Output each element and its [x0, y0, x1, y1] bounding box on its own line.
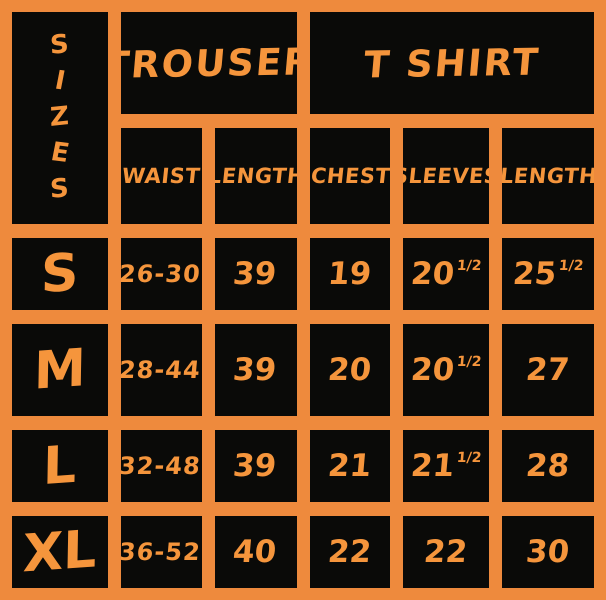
row-header-s: S: [12, 238, 108, 310]
cell-s-waist: 26-30: [120, 238, 202, 310]
cell-value: 32-48: [120, 452, 202, 480]
cell-xl-sleeves: 22: [403, 516, 490, 588]
column-header-chest: CHEST: [310, 128, 391, 224]
cell-value: 39: [231, 256, 280, 292]
fraction-superscript: [279, 536, 280, 552]
cell-l-waist: 32-48: [120, 430, 202, 502]
column-header-waist: WAIST: [120, 128, 202, 224]
sizes-corner-cell: S I Z E S: [12, 12, 108, 224]
cell-s-trouser-length: 39: [214, 238, 298, 310]
size-label: L: [42, 434, 78, 498]
cell-l-tshirt-length: 28: [502, 430, 594, 502]
sizes-letter: Z: [49, 101, 70, 133]
cell-s-tshirt-length: 251/2: [502, 238, 594, 310]
fraction-superscript: 1/2: [558, 258, 585, 274]
fraction-superscript: [279, 258, 280, 274]
fraction-superscript: 1/2: [456, 354, 483, 370]
row-header-l: L: [12, 430, 108, 502]
fraction-superscript: [279, 450, 280, 466]
fraction-superscript: 1/2: [456, 450, 483, 466]
cell-value: 22: [422, 534, 470, 570]
column-header-label: WAIST: [120, 164, 202, 188]
cell-value: 21: [326, 448, 374, 484]
fraction-superscript: [373, 354, 374, 370]
row-header-xl: XL: [12, 516, 108, 588]
cell-value: 22: [326, 534, 374, 570]
trouser-group-header: TROUSER: [120, 12, 298, 114]
cell-value: 20: [326, 352, 374, 388]
column-header-label: LENGTH: [502, 164, 594, 188]
cell-value: 39: [231, 448, 280, 484]
tshirt-group-label: T SHIRT: [362, 39, 543, 87]
cell-m-waist: 28-44: [120, 324, 202, 416]
tshirt-group-header: T SHIRT: [310, 12, 594, 114]
cell-value: 251/2: [511, 256, 585, 292]
cell-m-chest: 20: [310, 324, 391, 416]
fraction-superscript: [571, 450, 572, 466]
row-header-m: M: [12, 324, 108, 416]
sizes-letter: S: [49, 172, 70, 205]
cell-m-trouser-length: 39: [214, 324, 298, 416]
column-header-label: LENGTH: [214, 164, 298, 188]
cell-m-sleeves: 201/2: [403, 324, 490, 416]
cell-xl-trouser-length: 40: [214, 516, 298, 588]
fraction-superscript: [373, 536, 374, 552]
cell-value: 39: [231, 352, 280, 388]
cell-value: 26-30: [120, 260, 202, 288]
sizes-letter: E: [48, 136, 72, 169]
cell-value: 40: [231, 534, 280, 570]
cell-value: 30: [523, 534, 572, 570]
column-header-trouser-length: LENGTH: [214, 128, 298, 224]
cell-value: 211/2: [409, 448, 483, 484]
column-header-sleeves: SLEEVES: [403, 128, 490, 224]
size-label: M: [33, 338, 87, 402]
cell-xl-chest: 22: [310, 516, 391, 588]
cell-value: 28-44: [120, 356, 202, 384]
cell-value: 201/2: [409, 256, 483, 292]
sizes-letter: I: [52, 65, 68, 97]
column-header-label: SLEEVES: [403, 164, 490, 188]
cell-value: 36-52: [120, 538, 202, 566]
trouser-group-label: TROUSER: [120, 39, 298, 87]
cell-xl-waist: 36-52: [120, 516, 202, 588]
size-label: S: [40, 242, 80, 306]
cell-s-chest: 19: [310, 238, 391, 310]
cell-value: 201/2: [409, 352, 483, 388]
fraction-superscript: [571, 536, 572, 552]
column-header-label: CHEST: [310, 164, 391, 188]
cell-value: 19: [326, 256, 374, 292]
fraction-superscript: [373, 258, 374, 274]
column-header-tshirt-length: LENGTH: [502, 128, 594, 224]
fraction-superscript: [373, 450, 374, 466]
cell-xl-tshirt-length: 30: [502, 516, 594, 588]
cell-value: 28: [523, 448, 572, 484]
cell-l-trouser-length: 39: [214, 430, 298, 502]
cell-value: 27: [523, 352, 572, 388]
cell-l-sleeves: 211/2: [403, 430, 490, 502]
size-label: XL: [22, 519, 98, 585]
fraction-superscript: [571, 354, 572, 370]
fraction-superscript: [279, 354, 280, 370]
cell-l-chest: 21: [310, 430, 391, 502]
fraction-superscript: 1/2: [456, 258, 483, 274]
cell-m-tshirt-length: 27: [502, 324, 594, 416]
sizes-letter: S: [49, 29, 70, 62]
cell-s-sleeves: 201/2: [403, 238, 490, 310]
fraction-superscript: [469, 536, 470, 552]
